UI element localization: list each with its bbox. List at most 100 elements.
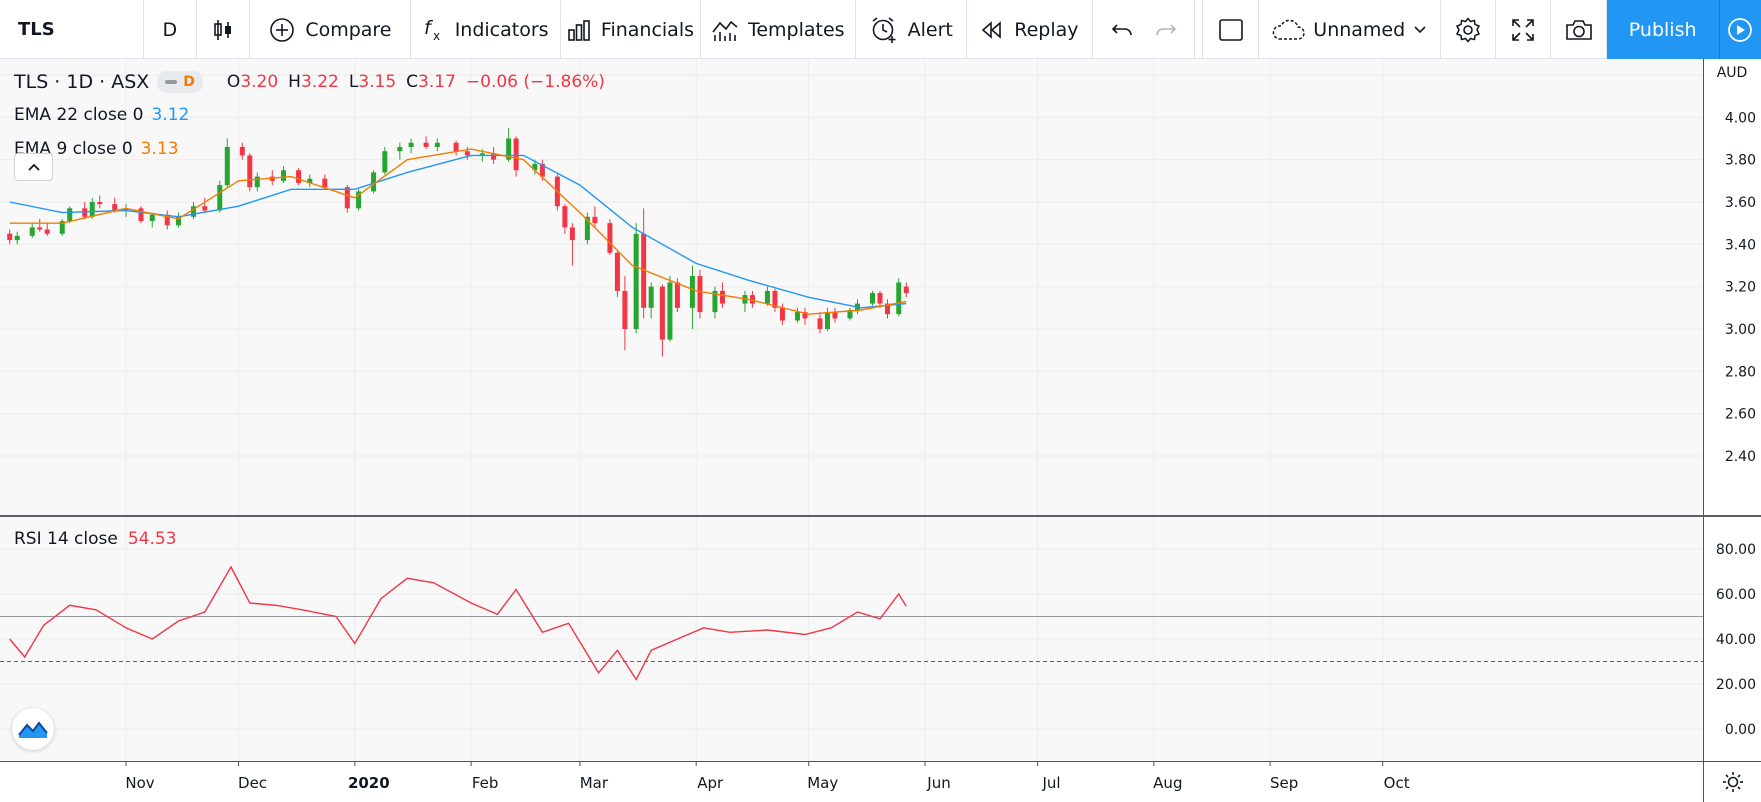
redo-icon[interactable] <box>1155 20 1177 40</box>
replay-button[interactable]: Replay <box>967 0 1093 59</box>
rsi-legend[interactable]: RSI 14 close 54.53 <box>14 529 177 549</box>
ema22-legend[interactable]: EMA 22 close 0 3.12 <box>14 105 189 125</box>
chart-settings-corner[interactable] <box>1703 761 1761 802</box>
candle-down <box>903 282 909 298</box>
candle-body <box>149 214 155 222</box>
candle-body <box>622 290 628 329</box>
compare-button[interactable]: Compare <box>250 0 412 59</box>
financials-button[interactable]: Financials <box>561 0 702 59</box>
candle-down <box>138 206 144 224</box>
candle-up <box>281 166 287 183</box>
candle-body <box>641 233 647 308</box>
candle-down <box>247 153 253 192</box>
candle-up <box>307 174 313 188</box>
compare-label: Compare <box>305 18 392 41</box>
time-axis[interactable]: Nov Dec 2020 Feb Mar Apr May Jun Jul Aug Sep Oct <box>0 761 1703 802</box>
candle-body <box>794 312 800 321</box>
ema22-label: EMA 22 close 0 <box>14 105 144 125</box>
templates-button[interactable]: Templates <box>701 0 857 59</box>
rsi-chart[interactable] <box>0 517 1703 761</box>
symbol-search-button[interactable]: TLS <box>0 0 144 59</box>
candle-up <box>59 218 65 236</box>
candle-down <box>641 208 647 319</box>
candle-body <box>307 178 313 183</box>
fullscreen-button[interactable] <box>1496 0 1552 59</box>
candle-body <box>749 295 755 304</box>
snapshot-button[interactable] <box>1551 0 1607 59</box>
play-button[interactable] <box>1719 0 1761 59</box>
chart-type-button[interactable] <box>197 0 251 59</box>
candle-down <box>877 290 883 308</box>
candle-body <box>423 142 429 147</box>
candle-body <box>164 214 170 226</box>
visibility-badge[interactable]: D <box>157 71 203 93</box>
select-layout-button[interactable] <box>1203 0 1259 59</box>
price-pane[interactable]: TLS · 1D · ASX D O3.20 H3.22 L3.15 C3.17… <box>0 59 1703 515</box>
collapse-legend-button[interactable] <box>14 153 53 181</box>
price-axis[interactable]: 4.204.003.803.603.403.203.002.802.602.40 <box>1703 59 1761 515</box>
candle-down <box>802 307 808 325</box>
rectangle-icon <box>1218 18 1243 41</box>
candle-up <box>434 138 440 152</box>
candle-body <box>408 142 414 147</box>
candle-up <box>764 286 770 306</box>
candle-body <box>592 216 598 224</box>
alert-button[interactable]: Alert <box>856 0 968 59</box>
candle-body <box>607 223 613 253</box>
candle-down <box>97 195 103 209</box>
publish-label: Publish <box>1628 18 1697 41</box>
rsi-tick-label: 20.00 <box>1716 677 1756 693</box>
candle-down <box>884 299 890 319</box>
horizontal-gridlines <box>0 74 1703 457</box>
time-tick-label: Apr <box>697 774 724 792</box>
interval-button[interactable]: D <box>144 0 197 59</box>
candle-body <box>719 290 725 304</box>
publish-button[interactable]: Publish <box>1606 0 1720 59</box>
price-chart[interactable] <box>0 59 1703 515</box>
candle-body <box>397 146 403 152</box>
tradingview-logo[interactable] <box>12 708 54 750</box>
candle-body <box>877 293 883 304</box>
symbol-legend: TLS · 1D · ASX D O3.20 H3.22 L3.15 C3.17… <box>14 71 605 93</box>
candle-body <box>371 172 377 192</box>
layout-name-button[interactable]: Unnamed <box>1259 0 1441 59</box>
candle-down <box>832 307 838 323</box>
time-axis-scale: Nov Dec 2020 Feb Mar Apr May Jun Jul Aug Sep Oct <box>125 762 1410 792</box>
candle-up <box>824 307 830 332</box>
candle-up <box>712 286 718 319</box>
candle-down <box>562 204 568 234</box>
change-value: −0.06 (−1.86%) <box>465 72 605 92</box>
close-value: 3.17 <box>418 72 456 92</box>
bar-chart-icon <box>568 19 590 41</box>
candle-body <box>584 216 590 241</box>
candle-body <box>689 276 695 308</box>
rsi-tick-label: 60.00 <box>1716 587 1756 603</box>
rsi-horizontal-gridlines <box>0 548 1703 730</box>
candle-body <box>247 155 253 188</box>
candle-body <box>479 153 485 156</box>
candle-up <box>371 170 377 194</box>
replay-label: Replay <box>1014 18 1079 41</box>
time-tick-label: Mar <box>580 774 609 792</box>
rsi-tick-label: 0.00 <box>1725 722 1756 738</box>
rsi-axis[interactable]: 80.00 60.00 40.00 20.00 0.00 <box>1703 517 1761 761</box>
candle-body <box>239 146 245 156</box>
candle-body <box>296 170 302 183</box>
undo-icon[interactable] <box>1111 20 1133 40</box>
candle-down <box>569 223 575 266</box>
currency-badge[interactable]: AUD <box>1706 62 1758 84</box>
candle-body <box>356 191 362 209</box>
candle-body <box>217 185 223 211</box>
time-tick-label: Aug <box>1153 774 1182 792</box>
candle-body <box>37 227 43 230</box>
rsi-pane[interactable]: RSI 14 close 54.53 <box>0 517 1703 761</box>
ema9-line <box>9 148 907 315</box>
svg-text:f: f <box>424 17 434 39</box>
price-tick-label: 4.00 <box>1725 110 1756 126</box>
candle-down <box>164 210 170 230</box>
pane-separator[interactable] <box>0 515 1761 517</box>
settings-button[interactable] <box>1441 0 1497 59</box>
candle-down <box>44 223 50 236</box>
